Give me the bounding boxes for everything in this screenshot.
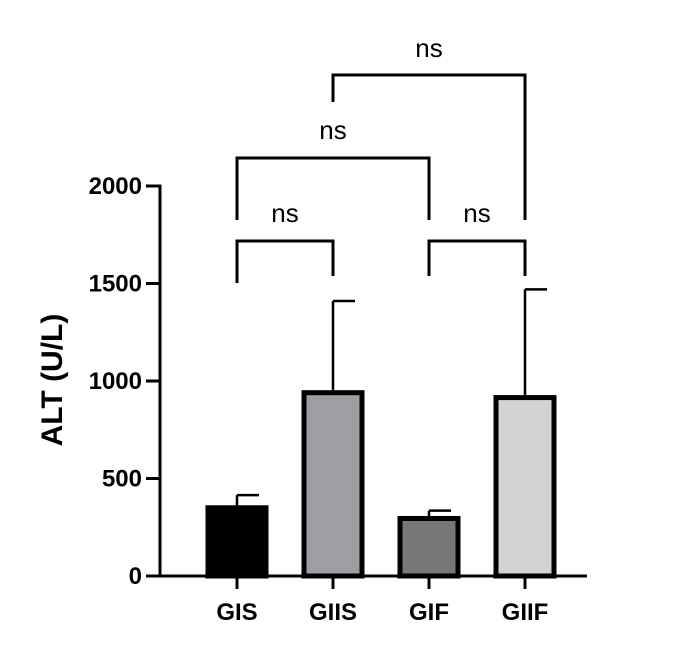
bars (205, 390, 557, 579)
x-axis: GIS GIIS GIF GIIF (158, 574, 587, 626)
significance-bracket-gis-gif (235, 156, 431, 220)
y-axis-label: ALT (U/L) (36, 314, 69, 447)
y-tick-label: 500 (102, 466, 142, 493)
y-axis: 0 500 1000 1500 2000 (89, 173, 162, 590)
significance-brackets: ns ns ns ns (235, 33, 527, 283)
error-bars (235, 288, 547, 519)
x-tick-label-gif: GIF (409, 599, 449, 626)
bar-giis (301, 390, 365, 579)
x-tick-label-giif: GIIF (502, 599, 549, 626)
y-tick-label: 1000 (89, 368, 142, 395)
significance-label: ns (271, 198, 298, 228)
bar-gif (397, 515, 461, 579)
significance-bracket-giis-giif (331, 73, 527, 220)
bar-giif (493, 395, 557, 579)
y-tick-label: 2000 (89, 173, 142, 200)
y-tick-label: 1500 (89, 271, 142, 298)
bar-gis (205, 505, 269, 579)
significance-label: ns (463, 198, 490, 228)
x-tick-label-gis: GIS (216, 599, 257, 626)
significance-label: ns (319, 115, 346, 145)
significance-label: ns (415, 33, 442, 63)
x-tick-label-giis: GIIS (309, 599, 357, 626)
y-tick-label: 0 (129, 563, 142, 590)
significance-bracket-gif-giif (427, 239, 527, 276)
significance-bracket-gis-giis (235, 239, 335, 283)
